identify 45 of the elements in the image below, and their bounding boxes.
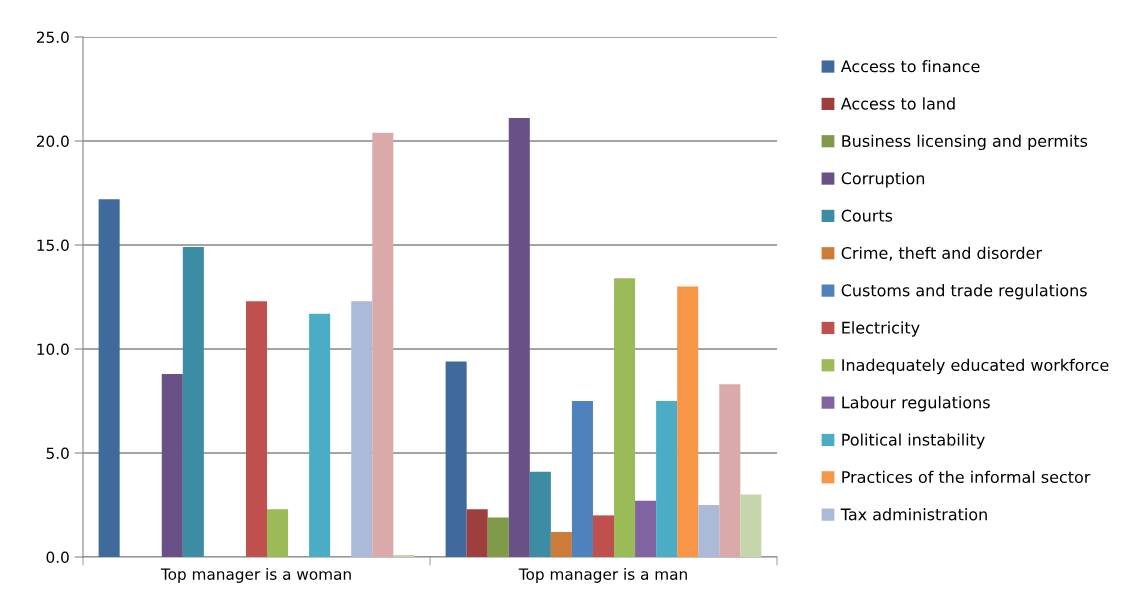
y-tick-label: 15.0 xyxy=(37,239,69,252)
y-tick-label: 20.0 xyxy=(36,135,69,148)
bar xyxy=(508,118,530,557)
bar xyxy=(351,301,373,557)
legend-label: Corruption xyxy=(841,172,925,188)
legend-label: Access to land xyxy=(840,97,955,110)
x-tick-label: Top manager is a woman xyxy=(160,568,351,583)
bar xyxy=(529,471,551,557)
legend-label: Inadequately educated workforce xyxy=(842,358,1109,375)
x-tick-label: Top manager is a man xyxy=(518,568,687,583)
bar xyxy=(393,554,415,557)
bar xyxy=(372,132,394,557)
bar xyxy=(550,532,572,557)
legend-label: Practices of the informal sector xyxy=(842,470,1091,484)
bar xyxy=(161,373,183,557)
bar xyxy=(614,278,636,557)
bar xyxy=(445,361,467,557)
bar xyxy=(267,509,289,557)
legend-label: Crime, theft and disorder xyxy=(841,246,1042,261)
bar xyxy=(719,384,741,557)
y-tick-label: 0.0 xyxy=(46,551,69,564)
bar xyxy=(592,515,615,557)
bar xyxy=(98,199,120,557)
y-tick-label: 25.0 xyxy=(36,31,69,44)
bar xyxy=(309,313,331,557)
bar xyxy=(740,494,762,557)
bar xyxy=(677,286,699,557)
legend-label: Business licensing and permits xyxy=(842,134,1088,151)
bar xyxy=(571,401,593,557)
bar xyxy=(487,517,509,557)
bar xyxy=(245,301,268,557)
y-tick-label: 10.0 xyxy=(37,343,69,356)
bar xyxy=(182,247,204,557)
bar xyxy=(635,500,657,557)
bar xyxy=(466,509,488,557)
legend-label: Political instability xyxy=(842,433,985,449)
legend-label: Access to finance xyxy=(840,59,980,73)
bar xyxy=(656,401,678,557)
legend-label: Labour regulations xyxy=(842,396,990,412)
legend-label: Electricity xyxy=(842,321,920,337)
legend-label: Tax administration xyxy=(840,508,987,521)
legend-label: Courts xyxy=(841,209,893,222)
legend-label: Customs and trade regulations xyxy=(841,284,1087,300)
y-tick-label: 5.0 xyxy=(46,447,69,460)
bar xyxy=(698,505,720,557)
